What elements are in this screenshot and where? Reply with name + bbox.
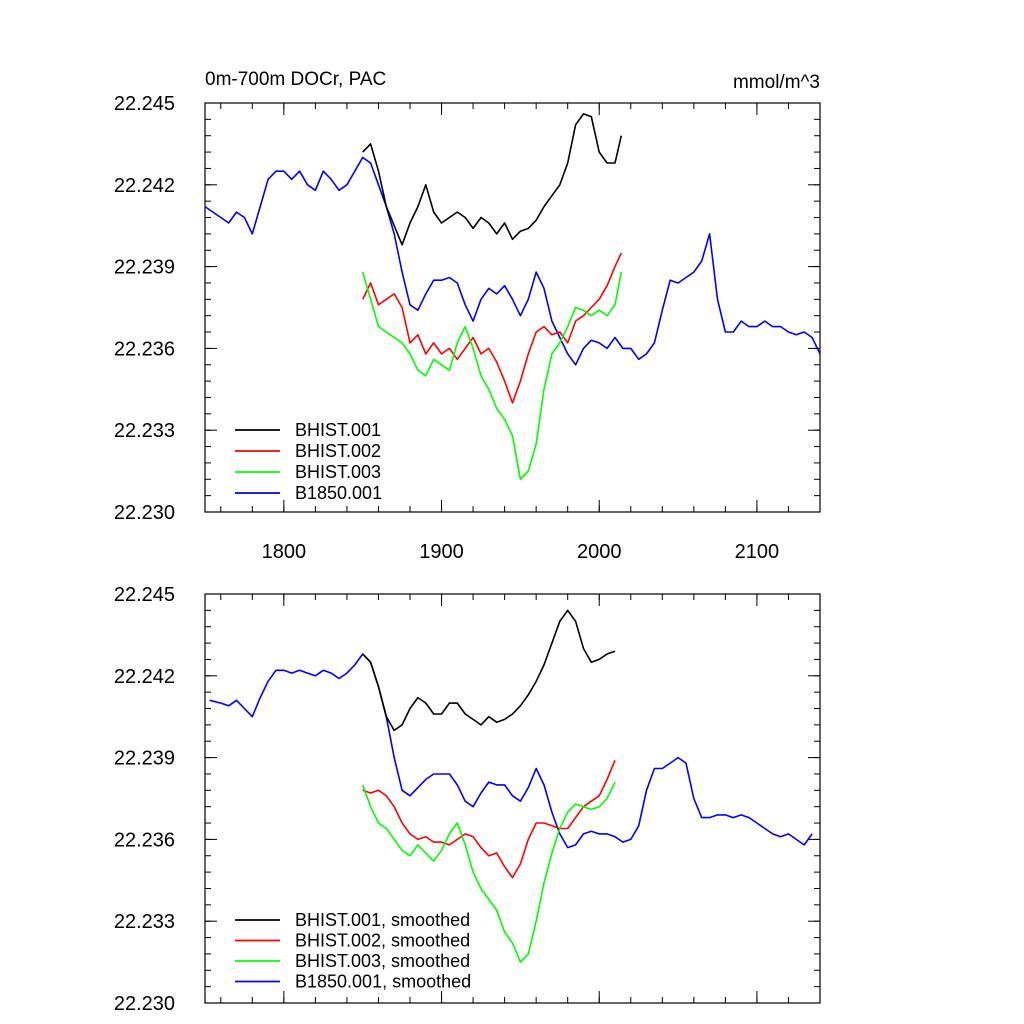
plot-frame [204,102,821,513]
series-line-2 [361,781,616,963]
legend-label: BHIST.002 [295,441,381,461]
legend-label: B1850.001 [295,483,382,503]
legend-label: B1850.001, smoothed [295,972,471,992]
x-tick-label: 2000 [577,541,622,563]
bottom-series [209,609,813,963]
legend-label: BHIST.001 [295,420,381,440]
bottom-axes: 22.230 22.233 22.236 22.239 22.242 22.245 [114,584,821,1015]
series-line-1 [361,252,623,404]
plot-frame [204,593,821,1004]
top-title-right: mmol/m^3 [733,72,820,93]
legend-label: BHIST.003 [295,462,381,482]
y-tick-label: 22.242 [114,175,175,197]
x-tick-label: 2100 [735,541,780,563]
series-line-0 [362,113,623,246]
top-title-left: 0m-700m DOCr, PAC [205,69,386,90]
y-tick-label: 22.233 [114,911,175,933]
legend-label: BHIST.003, smoothed [295,951,470,971]
y-tick-label: 22.230 [114,993,175,1015]
y-tick-label: 22.242 [114,666,175,688]
series-line-3 [204,156,821,366]
y-tick-label: 22.245 [114,93,175,115]
series-line-2 [361,271,623,481]
legend-label: BHIST.002, smoothed [295,931,470,951]
x-tick-label: 1800 [262,541,307,563]
y-tick-label: 22.236 [114,829,175,851]
y-tick-label: 22.236 [114,338,175,360]
series-line-3 [209,653,813,849]
series-line-1 [362,759,616,879]
top-series [204,113,821,481]
x-tick-label: 1900 [419,541,464,563]
y-tick-label: 22.230 [114,502,175,524]
y-tick-label: 22.233 [114,420,175,442]
top-axes: 22.230 22.233 22.236 22.239 22.242 22.245 1800… [114,93,821,563]
y-tick-label: 22.245 [114,584,175,606]
y-tick-label: 22.239 [114,748,175,770]
top-panel: 0m-700m DOCr, PAC mmol/m^3 22.23022.2332… [114,69,821,563]
series-line-0 [362,609,616,732]
bottom-panel: 22.230 22.233 22.236 22.239 22.242 22.245 BHI… [114,584,821,1015]
legend-label: BHIST.001, smoothed [295,910,470,930]
y-tick-label: 22.239 [114,257,175,279]
